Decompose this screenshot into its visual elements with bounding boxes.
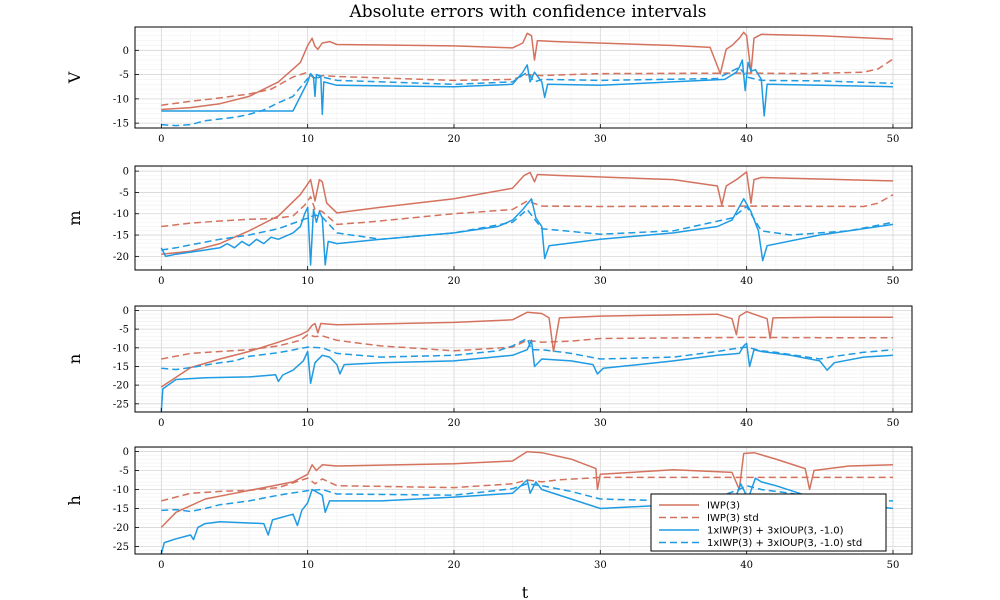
series-group [161, 31, 894, 127]
x-tick-label: 50 [887, 560, 900, 571]
series-line [161, 66, 894, 127]
x-tick-label: 30 [594, 560, 607, 571]
panel-n: 0 10 20 30 40 50 0 -5 -10 -15 -20 -25 n [65, 305, 913, 429]
y-tick-label: -5 [119, 70, 129, 81]
x-tick-label: 20 [448, 418, 461, 429]
x-tick-label: 0 [158, 418, 164, 429]
y-tick-label: -5 [119, 188, 129, 199]
plot-frame [134, 305, 913, 413]
series-line [161, 333, 893, 360]
x-tick-label: 10 [301, 134, 314, 145]
y-tick-label: 0 [123, 306, 129, 317]
series-line [160, 450, 894, 528]
x-tick-label: 0 [158, 134, 164, 145]
y-tick-label: -15 [113, 119, 129, 130]
x-tick-label: 30 [594, 276, 607, 287]
panel-h: 0 10 20 30 40 50 0 -5 -10 -15 -20 -25 h [65, 446, 913, 571]
y-axis-label: V [65, 71, 84, 84]
y-tick-label: -20 [113, 523, 129, 534]
plot-frame [134, 165, 913, 271]
x-tick-label: 10 [301, 418, 314, 429]
series-line [161, 171, 894, 255]
y-tick-label: -10 [113, 343, 129, 354]
legend: IWP(3)IWP(3) std 1xIWP(3) + 3xIOUP(3, -1.… [650, 493, 887, 552]
x-tick-label: 20 [448, 560, 461, 571]
series-line [161, 476, 893, 502]
series-line [161, 337, 894, 371]
x-tick-label: 20 [448, 276, 461, 287]
y-axis-label: h [65, 495, 84, 505]
x-tick-label: 40 [740, 418, 753, 429]
x-tick-label: 40 [740, 134, 753, 145]
x-tick-label: 40 [740, 560, 753, 571]
series-line [160, 310, 893, 388]
x-tick-label: 0 [158, 560, 164, 571]
y-axis-label: n [65, 354, 84, 364]
x-tick-label: 40 [740, 276, 753, 287]
x-tick-label: 20 [448, 134, 461, 145]
y-tick-label: -10 [113, 94, 129, 105]
legend-label: 1xIWP(3) + 3xIOUP(3, -1.0) std [707, 538, 862, 549]
panels: 0 10 20 30 40 50 0 -5 -10 -15 V 0 10 20 30 40 50 0 -5 -10 -1… [65, 26, 913, 571]
y-tick-label: -15 [113, 231, 129, 242]
x-tick-label: 50 [887, 418, 900, 429]
x-tick-label: 30 [594, 134, 607, 145]
y-tick-label: 0 [123, 447, 129, 458]
panel-V: 0 10 20 30 40 50 0 -5 -10 -15 V [65, 26, 913, 145]
y-tick-label: -20 [113, 252, 129, 263]
legend-label: IWP(3) std [707, 513, 759, 524]
series-group [160, 171, 894, 266]
y-tick-label: -5 [119, 325, 129, 336]
y-tick-label: -25 [113, 399, 129, 410]
legend-label: IWP(3) [707, 501, 740, 512]
series-line [161, 205, 894, 251]
x-tick-label: 50 [887, 276, 900, 287]
y-tick-label: -10 [113, 485, 129, 496]
x-axis-label: t [522, 583, 529, 600]
plot-frame [134, 446, 913, 555]
series-line [160, 198, 894, 266]
series-line [161, 59, 894, 117]
x-tick-label: 50 [887, 134, 900, 145]
series-line [161, 193, 894, 228]
series-line [161, 483, 893, 513]
y-tick-label: -15 [113, 504, 129, 515]
y-axis-label: m [65, 210, 84, 225]
y-tick-label: 0 [123, 46, 129, 57]
legend-box [650, 493, 887, 552]
series-line [161, 58, 894, 106]
y-tick-label: -15 [113, 362, 129, 373]
chart-title: Absolute errors with confidence interval… [349, 2, 707, 22]
x-tick-label: 30 [594, 418, 607, 429]
plot-frame [134, 26, 913, 129]
y-tick-label: -20 [113, 381, 129, 392]
x-tick-label: 0 [158, 276, 164, 287]
series-group [160, 310, 894, 412]
series-line [161, 31, 894, 111]
x-tick-label: 10 [301, 560, 314, 571]
y-tick-label: -5 [119, 466, 129, 477]
panel-m: 0 10 20 30 40 50 0 -5 -10 -15 -20 m [65, 165, 913, 287]
y-tick-label: -25 [113, 542, 129, 553]
y-tick-label: -10 [113, 209, 129, 220]
legend-label: 1xIWP(3) + 3xIOUP(3, -1.0) [707, 526, 844, 537]
x-tick-label: 10 [301, 276, 314, 287]
series-line [160, 339, 894, 412]
y-tick-label: 0 [123, 167, 129, 178]
